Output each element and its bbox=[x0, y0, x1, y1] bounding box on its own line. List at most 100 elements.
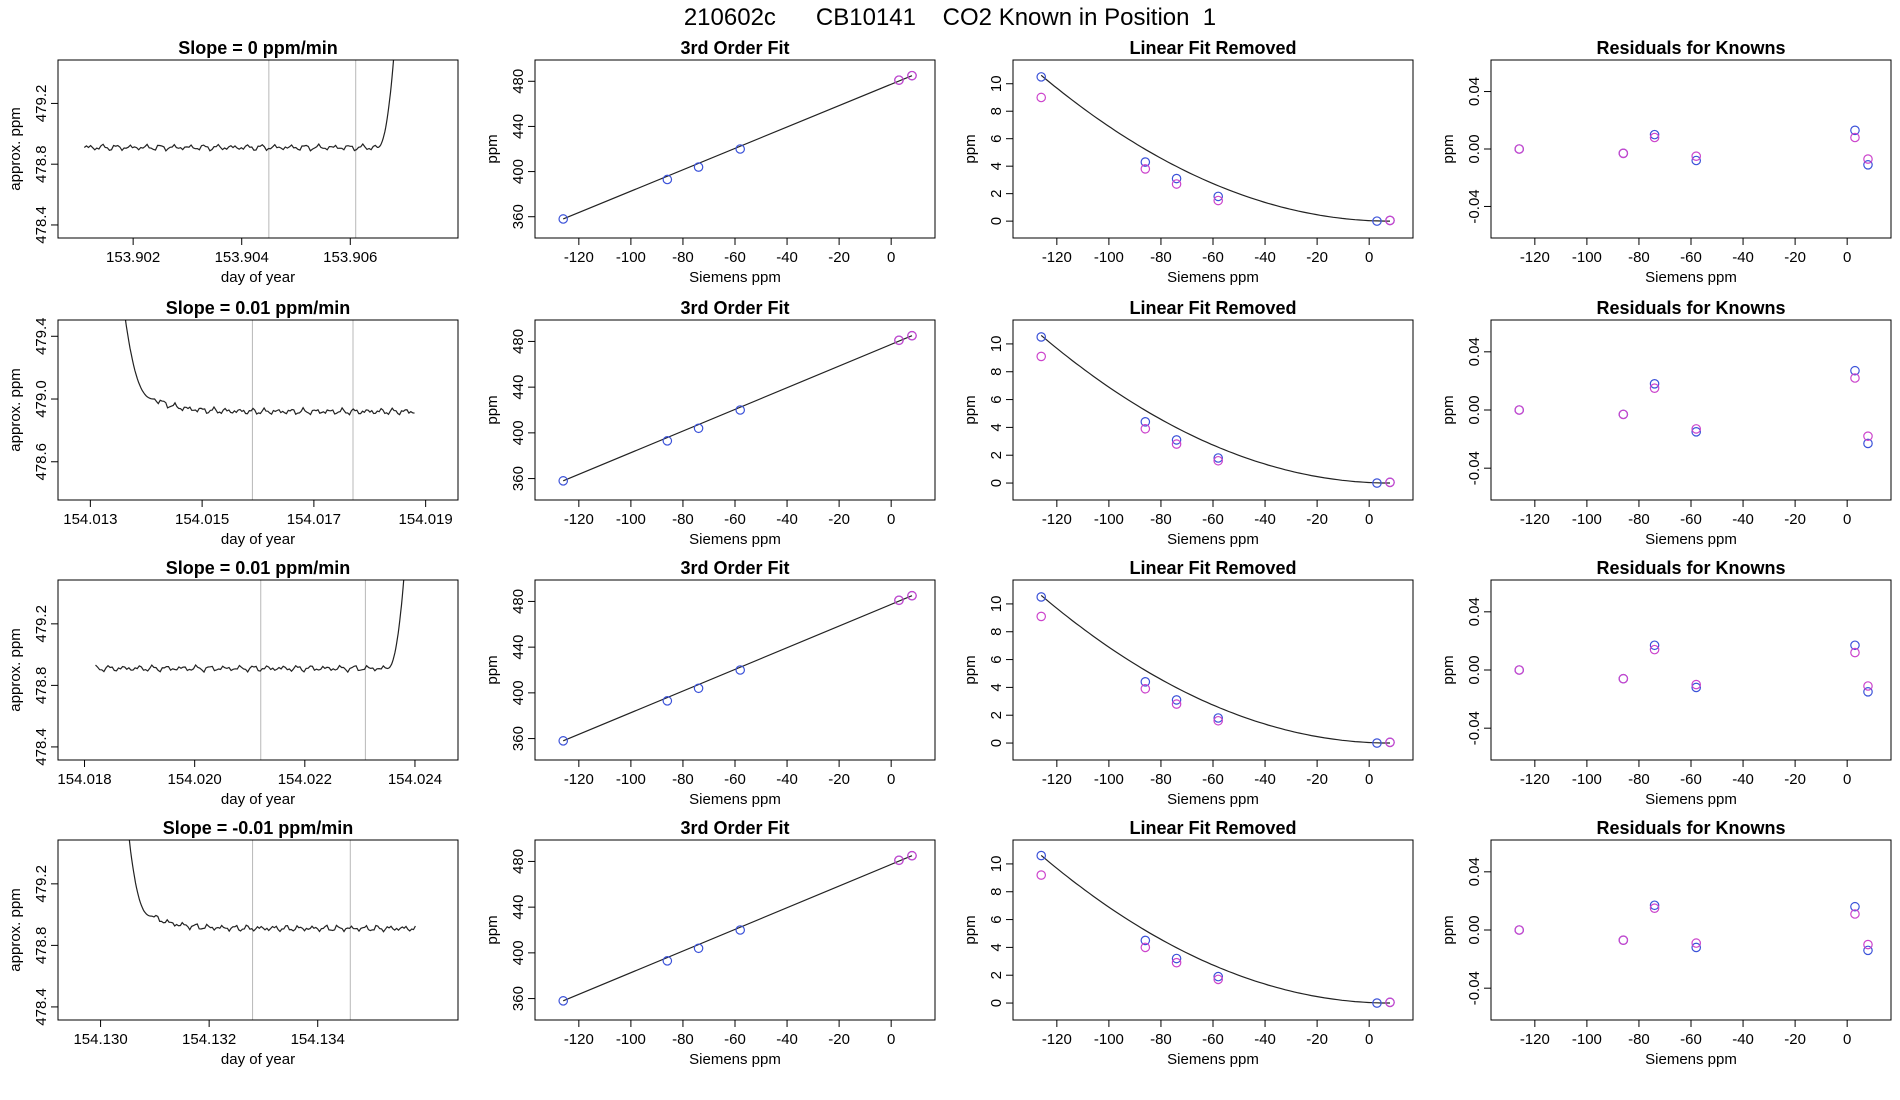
x-tick-label: 154.130 bbox=[73, 1031, 127, 1048]
x-tick-label: -40 bbox=[1254, 771, 1276, 788]
x-tick-label: -60 bbox=[1202, 1031, 1224, 1048]
x-tick-label: 154.022 bbox=[278, 771, 332, 788]
x-tick-label: -60 bbox=[1202, 249, 1224, 266]
y-tick-label: 0.00 bbox=[1466, 134, 1483, 163]
data-point bbox=[1863, 160, 1873, 170]
data-point bbox=[1140, 417, 1151, 427]
plot-area bbox=[1036, 332, 1395, 488]
data-point bbox=[1036, 611, 1047, 622]
x-tick-label: -80 bbox=[1150, 511, 1172, 528]
data-point bbox=[1036, 72, 1047, 82]
x-tick-label: -60 bbox=[724, 771, 746, 788]
x-tick-label: -120 bbox=[564, 1031, 594, 1048]
y-tick-label: 360 bbox=[510, 204, 527, 229]
y-tick-label: 0.04 bbox=[1466, 857, 1483, 886]
data-point bbox=[1171, 695, 1182, 705]
panel-r4-slope: Slope = -0.01 ppm/min 154.130 154.132 154.1… bbox=[7, 818, 459, 1068]
data-point bbox=[1850, 909, 1860, 919]
x-tick-label: -80 bbox=[672, 249, 694, 266]
data-point bbox=[1171, 699, 1182, 709]
data-point bbox=[1850, 125, 1860, 136]
x-tick-label: 153.902 bbox=[106, 249, 160, 266]
panel-r1-fit: 3rd Order Fit -120 -100 -80 -60 -40 -20 0 360 400… bbox=[484, 38, 936, 286]
x-axis-label: Siemens ppm bbox=[689, 531, 781, 548]
x-tick-label: -20 bbox=[1306, 1031, 1328, 1048]
data-point bbox=[1649, 379, 1660, 389]
data-point bbox=[894, 595, 904, 606]
y-axis-label: ppm bbox=[484, 395, 501, 424]
data-point bbox=[907, 850, 917, 861]
data-point bbox=[1372, 738, 1382, 748]
plot-area bbox=[83, 60, 395, 238]
x-tick-label: -60 bbox=[1202, 511, 1224, 528]
data-point bbox=[558, 996, 569, 1006]
data-point bbox=[1618, 673, 1629, 684]
y-tick-label: 8 bbox=[988, 368, 1005, 376]
panel-title: Slope = 0.01 ppm/min bbox=[166, 298, 351, 318]
plot-area bbox=[1036, 72, 1395, 226]
y-tick-label: 480 bbox=[510, 589, 527, 614]
fit-line bbox=[562, 595, 913, 742]
x-axis-label: Siemens ppm bbox=[1167, 791, 1259, 808]
plot-area bbox=[1514, 900, 1873, 956]
x-tick-label: 0 bbox=[1365, 771, 1373, 788]
y-tick-label: 2 bbox=[988, 971, 1005, 979]
plot-frame bbox=[1012, 839, 1414, 1021]
data-point bbox=[1213, 713, 1224, 723]
x-tick-label: -120 bbox=[564, 249, 594, 266]
data-point bbox=[1691, 942, 1702, 953]
x-tick-label: -80 bbox=[1628, 1031, 1650, 1048]
data-point bbox=[735, 405, 746, 415]
page-title: 210602c CB10141 CO2 Known in Position 1 bbox=[683, 4, 1217, 31]
plot-area bbox=[1036, 592, 1395, 748]
data-point bbox=[1213, 453, 1224, 463]
data-point bbox=[735, 144, 746, 154]
x-tick-label: 154.013 bbox=[63, 511, 117, 528]
x-tick-label: -120 bbox=[1042, 1031, 1072, 1048]
data-point bbox=[1691, 679, 1702, 690]
y-tick-label: 6 bbox=[988, 395, 1005, 403]
y-tick-label: 479.2 bbox=[33, 85, 50, 123]
data-point bbox=[1171, 179, 1182, 189]
data-point bbox=[1036, 870, 1047, 880]
data-point bbox=[1372, 478, 1382, 488]
y-tick-label: 360 bbox=[510, 986, 527, 1011]
data-point bbox=[1036, 850, 1047, 861]
data-point bbox=[558, 736, 569, 746]
data-point bbox=[1691, 155, 1702, 166]
x-tick-label: 0 bbox=[1843, 771, 1851, 788]
y-axis-label: approx. ppm bbox=[7, 368, 24, 451]
x-tick-label: -40 bbox=[1732, 771, 1754, 788]
y-tick-label: -0.04 bbox=[1466, 451, 1483, 485]
y-tick-label: 400 bbox=[510, 420, 527, 445]
plot-area bbox=[128, 840, 416, 1020]
plot-area bbox=[558, 590, 917, 746]
data-point bbox=[1863, 681, 1873, 691]
x-axis-label: Siemens ppm bbox=[689, 791, 781, 808]
fit-curve bbox=[1040, 594, 1390, 744]
x-tick-label: -120 bbox=[1042, 771, 1072, 788]
data-point bbox=[1618, 935, 1629, 945]
x-tick-label: -100 bbox=[1572, 249, 1602, 266]
panel-title: 3rd Order Fit bbox=[680, 38, 789, 58]
x-tick-label: -120 bbox=[1042, 249, 1072, 266]
x-axis-label: Siemens ppm bbox=[1167, 531, 1259, 548]
y-tick-label: 479.2 bbox=[33, 605, 50, 643]
data-point bbox=[1514, 405, 1525, 415]
x-tick-label: -80 bbox=[1150, 771, 1172, 788]
y-tick-label: 0.00 bbox=[1466, 395, 1483, 424]
data-point bbox=[1863, 945, 1873, 956]
data-point bbox=[1372, 998, 1382, 1008]
plot-frame bbox=[57, 59, 459, 239]
y-tick-label: 478.8 bbox=[33, 927, 50, 965]
data-point bbox=[1691, 151, 1702, 161]
y-tick-label: -0.04 bbox=[1466, 971, 1483, 1005]
y-tick-label: 478.6 bbox=[33, 443, 50, 481]
x-tick-label: 154.018 bbox=[57, 771, 111, 788]
data-point bbox=[1863, 939, 1873, 950]
plot-frame bbox=[534, 59, 936, 239]
x-axis-label: Siemens ppm bbox=[1645, 791, 1737, 808]
x-axis-label: Siemens ppm bbox=[1645, 1051, 1737, 1068]
data-point bbox=[693, 423, 704, 434]
